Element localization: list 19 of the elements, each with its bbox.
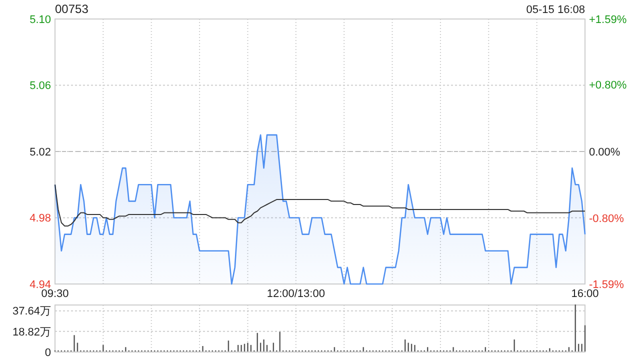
y2-tick-label: -1.59% xyxy=(589,278,624,291)
y-tick-label: 4.98 xyxy=(30,212,51,225)
y2-tick-label: +1.59% xyxy=(589,14,627,26)
x-tick-label: 16:00 xyxy=(571,288,599,300)
y2-tick-label: +0.80% xyxy=(589,80,627,92)
y-tick-label: 37.64万 xyxy=(12,306,51,318)
y-tick-label: 0 xyxy=(44,346,51,359)
x-tick-label: 09:30 xyxy=(41,288,69,300)
y-tick-label: 4.94 xyxy=(30,278,51,291)
line-series xyxy=(54,184,586,227)
x-tick-label: 12:00/13:00 xyxy=(266,288,325,300)
y-tick-label: 5.06 xyxy=(30,80,51,92)
y-tick-label: 5.10 xyxy=(30,14,51,26)
chart-title: 00753 xyxy=(55,2,89,16)
y-tick-label: 5.02 xyxy=(30,146,51,158)
y-tick-label: 18.82万 xyxy=(12,326,51,338)
y2-tick-label: -0.80% xyxy=(589,213,624,226)
y2-tick-label: 0.00% xyxy=(589,146,620,158)
text: 05-15 16:08 xyxy=(526,4,585,16)
